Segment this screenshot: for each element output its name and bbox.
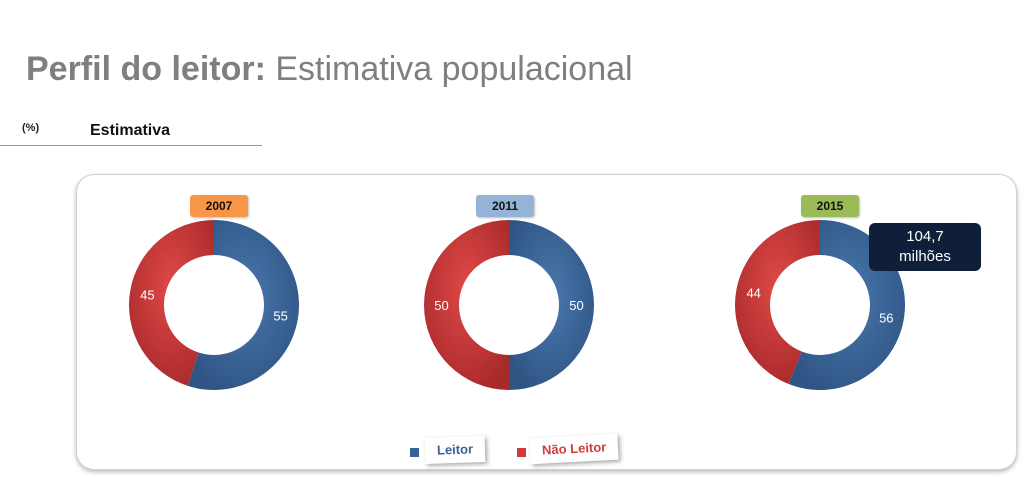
section-label: Estimativa: [90, 122, 171, 139]
legend-swatch-leitor: [410, 448, 419, 457]
donut-slice-2007-nao-leitor: [129, 220, 214, 386]
legend-label-leitor: Leitor: [424, 435, 486, 465]
data-label-2011-nao-leitor: 50: [434, 298, 448, 313]
year-tag-2007: 2007: [190, 195, 248, 217]
data-label-2015-leitor: 56: [879, 311, 893, 326]
callout-value: 104,7: [906, 228, 944, 245]
donut-slice-2011-nao-leitor: [424, 220, 509, 390]
population-callout: 104,7 milhões: [869, 223, 981, 271]
legend-swatch-nao-leitor: [517, 448, 526, 457]
donut-slice-2011-leitor: [509, 220, 594, 390]
legend-label-nao-leitor: Não Leitor: [529, 433, 619, 465]
page-title: Perfil do leitor: Estimativa populaciona…: [26, 50, 633, 89]
page-title-rest: Estimativa populacional: [265, 50, 633, 88]
data-label-2007-nao-leitor: 45: [140, 287, 154, 302]
donut-slice-2015-nao-leitor: [735, 220, 820, 385]
data-label-2011-leitor: 50: [569, 298, 583, 313]
data-label-2007-leitor: 55: [273, 309, 287, 324]
unit-label: (%): [22, 122, 40, 134]
donut-slice-2007-leitor: [187, 220, 299, 390]
year-tag-2015: 2015: [801, 195, 859, 217]
data-label-2015-nao-leitor: 44: [746, 285, 760, 300]
page-title-bold: Perfil do leitor:: [26, 50, 266, 88]
callout-unit: milhões: [899, 248, 951, 265]
year-tag-2011: 2011: [476, 195, 534, 217]
section-divider: [0, 145, 262, 146]
